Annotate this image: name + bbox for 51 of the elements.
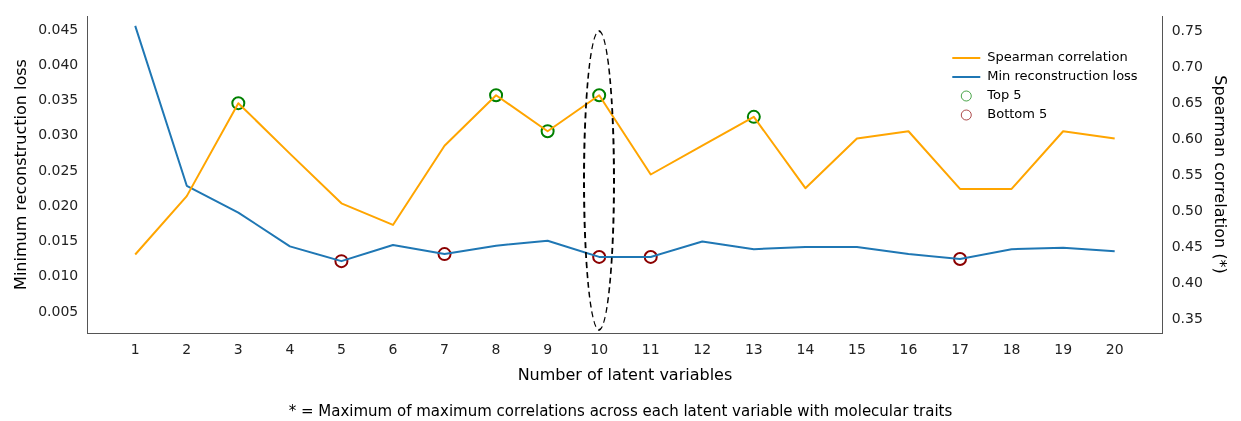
x-tick-label: 3: [233, 341, 243, 358]
x-tick-label: 1: [130, 341, 140, 358]
text: * = Maximum of maximum correlations across each latent variable with molecular traits: [288, 401, 953, 420]
y-tick-label: 0.020: [38, 196, 79, 213]
x-tick-label: 12: [693, 341, 712, 358]
x-tick-label: 10: [590, 341, 609, 358]
y-tick-label: 0.010: [38, 267, 79, 284]
x-tick-label: 11: [641, 341, 660, 358]
y2-tick-label: 0.35: [1171, 309, 1203, 326]
x-axis-title: Number of latent variables: [517, 364, 733, 384]
y2-tick-label: 0.50: [1171, 201, 1203, 218]
y-tick-label: 0.025: [38, 161, 79, 178]
legend-label: Min reconstruction loss: [987, 68, 1138, 84]
y-tick-label: 0.035: [38, 91, 79, 108]
x-tick-label: 4: [285, 341, 295, 358]
y-tick-label: 0.030: [38, 126, 79, 143]
x-tick-label: 17: [951, 341, 969, 358]
x-tick-label: 19: [1054, 341, 1073, 358]
point: [489, 88, 504, 103]
y2-axis-title: Spearman correlation (*): [1211, 75, 1231, 274]
x-tick-label: 7: [440, 341, 449, 358]
point: [231, 96, 246, 111]
legend-label: Bottom 5: [987, 106, 1048, 122]
x-tick-label: 9: [543, 341, 553, 358]
x-tick-label: 18: [1002, 341, 1021, 358]
y2-tick-label: 0.40: [1171, 273, 1203, 290]
legend-label: Spearman correlation: [987, 49, 1128, 65]
y-tick-label: 0.005: [38, 302, 79, 319]
legend-label: Top 5: [986, 87, 1022, 103]
point: [540, 124, 555, 139]
x-tick-label: 5: [336, 341, 346, 358]
point: [592, 88, 607, 103]
x-tick-label: 2: [182, 341, 192, 358]
y-tick-label: 0.040: [38, 55, 79, 72]
y-tick-label: 0.015: [38, 232, 79, 249]
y2-tick-label: 0.60: [1171, 129, 1203, 146]
x-tick-label: 16: [899, 341, 918, 358]
y2-tick-label: 0.65: [1171, 93, 1203, 110]
x-tick-label: 13: [744, 341, 763, 358]
point: [746, 109, 761, 124]
x-tick-label: 6: [388, 341, 398, 358]
x-tick-label: 15: [848, 341, 866, 358]
x-tick-label: 14: [796, 341, 815, 358]
y2-tick-label: 0.75: [1171, 21, 1203, 38]
y-tick-label: 0.045: [38, 20, 79, 37]
x-tick-label: 20: [1105, 341, 1124, 358]
y2-tick-label: 0.55: [1171, 165, 1203, 182]
y2-tick-label: 0.45: [1171, 237, 1203, 254]
y-axis-title: Minimum reconstruction loss: [10, 59, 30, 290]
x-tick-label: 8: [491, 341, 501, 358]
y2-tick-label: 0.70: [1171, 57, 1203, 74]
